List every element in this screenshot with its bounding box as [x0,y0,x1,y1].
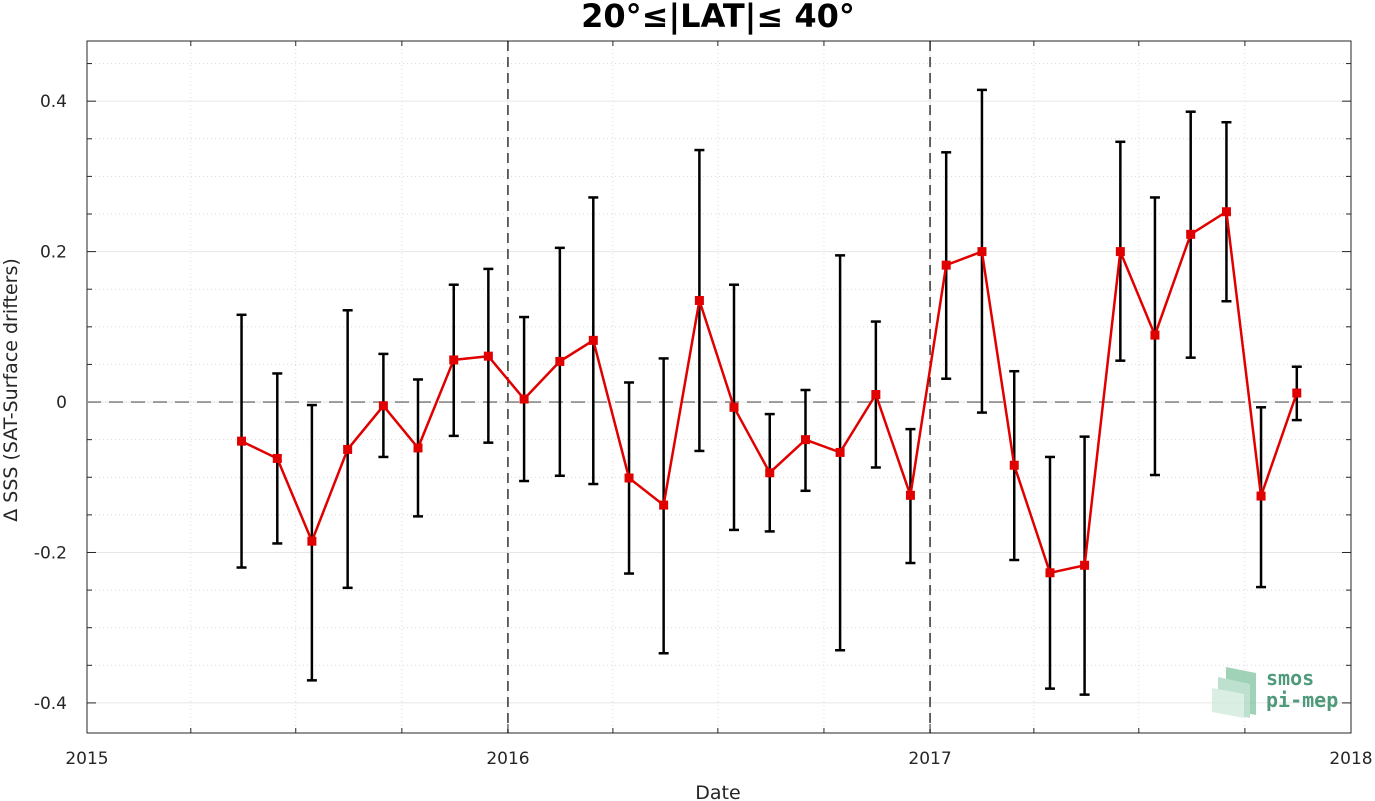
data-point-marker [835,447,845,457]
data-point-marker [483,351,493,361]
data-point-marker [307,536,317,546]
y-tick-label: -0.4 [34,694,67,714]
data-series [237,207,1302,578]
data-point-marker [378,401,388,411]
data-point-marker [1256,491,1266,501]
data-point-marker [1045,568,1055,578]
y-tick-label: -0.2 [34,543,67,563]
data-point-marker [555,356,565,366]
logo-text-smos: smos [1266,666,1314,690]
data-point-marker [871,390,881,400]
y-axis-label: Δ SSS (SAT-Surface drifters) [0,258,22,522]
x-axis-label: Date [695,782,740,801]
data-point-marker [1009,460,1019,470]
data-point-marker [1115,247,1125,257]
data-point-marker [729,402,739,412]
plot-frame [86,40,1352,734]
smos-pi-mep-logo: smos pi-mep [1212,666,1338,718]
data-point-marker [765,468,775,478]
chart-title: 20°≤|LAT|≤ 40° [581,0,855,36]
data-point-marker [272,453,282,463]
data-point-marker [413,443,423,453]
data-point-marker [941,260,951,270]
data-point-marker [449,355,459,365]
logo-icon [1212,667,1256,718]
data-point-marker [1150,330,1160,340]
data-point-marker [237,436,247,446]
y-tick-label: 0 [56,393,67,413]
reference-lines [87,41,1351,733]
x-tick-label: 2018 [1329,749,1372,769]
axis-ticks: 2015 2016 2017 2018 -0.4 -0.2 0 0.2 0.4 [34,41,1373,769]
x-tick-label: 2016 [486,749,529,769]
data-point-marker [588,335,598,345]
data-point-marker [905,490,915,500]
data-point-marker [977,247,987,257]
data-point-marker [624,473,634,483]
data-point-marker [694,296,704,305]
data-point-marker [343,444,353,454]
data-point-marker [659,500,669,510]
data-point-marker [1292,388,1302,398]
data-point-marker [1186,229,1196,239]
data-point-marker [519,394,529,404]
error-bars [236,88,1302,696]
x-tick-label: 2015 [65,749,108,769]
x-tick-label: 2017 [908,749,951,769]
data-point-marker [800,435,810,445]
y-tick-label: 0.2 [40,243,67,263]
logo-text-pi-mep: pi-mep [1266,688,1338,712]
data-point-marker [1080,560,1090,570]
y-tick-label: 0.4 [40,92,67,112]
plot-border [86,40,1352,734]
data-point-marker [1221,207,1231,217]
